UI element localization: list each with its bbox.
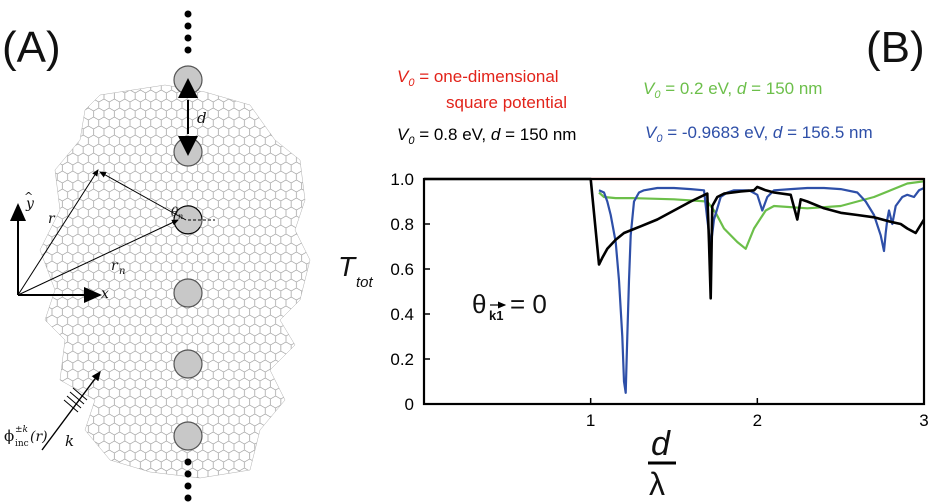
panel-b: (B) V0 = one-dimensional square potentia… [338, 23, 929, 502]
legend: V0 = one-dimensional square potential V0… [397, 67, 873, 147]
spacing-label: d [197, 109, 207, 127]
series-line-green [599, 181, 924, 249]
x-tick-label: 1 [586, 411, 595, 430]
y-tick-label: 1.0 [390, 170, 414, 189]
y-axis-title-sub: tot [356, 274, 374, 291]
incident-phi: ϕ [4, 427, 14, 445]
rn-subscript: n [119, 266, 125, 277]
disc [174, 279, 202, 307]
graphene-lattice [40, 85, 310, 478]
x-axis-label: x [101, 286, 109, 302]
y-tick-label: 0.6 [390, 260, 414, 279]
legend-red-line2: square potential [446, 93, 567, 112]
x-tick-label: 2 [753, 411, 762, 430]
disc [174, 350, 202, 378]
incident-argument: (r) [30, 429, 48, 445]
x-tick-label: 3 [919, 411, 928, 430]
x-axis-denominator: λ [649, 466, 665, 502]
legend-green: V0 = 0.2 eV, d = 150 nm [643, 79, 822, 101]
legend-red: V0 = one-dimensional [397, 67, 559, 89]
disc [174, 422, 202, 450]
y-tick-label: 0.8 [390, 215, 414, 234]
series-line-black [424, 179, 924, 298]
panel-b-label: (B) [866, 23, 925, 72]
x-axis-numerator: d [651, 425, 671, 463]
annotation-value: = 0 [510, 289, 547, 319]
panel-a-label: (A) [2, 23, 61, 72]
y-axis-title: T [338, 251, 357, 282]
y-hat: ^ [24, 190, 33, 203]
legend-black: V0 = 0.8 eV, d = 150 nm [397, 125, 576, 147]
incident-superscript: ±k [15, 425, 28, 435]
incident-subscript: inc [15, 439, 29, 449]
k-label: k [65, 432, 74, 450]
y-tick-label: 0.4 [390, 305, 414, 324]
dotted-column-top [185, 11, 192, 54]
y-tick-label: 0.2 [390, 350, 414, 369]
panel-a: (A) d y ^ x [2, 11, 310, 502]
y-tick-label: 0 [405, 395, 414, 414]
annotation-subscript: k1 [489, 308, 503, 323]
legend-blue: V0 = -0.9683 eV, d = 156.5 nm [645, 123, 873, 145]
annotation-theta: θ [472, 289, 486, 319]
theta-subscript: n [178, 212, 183, 221]
